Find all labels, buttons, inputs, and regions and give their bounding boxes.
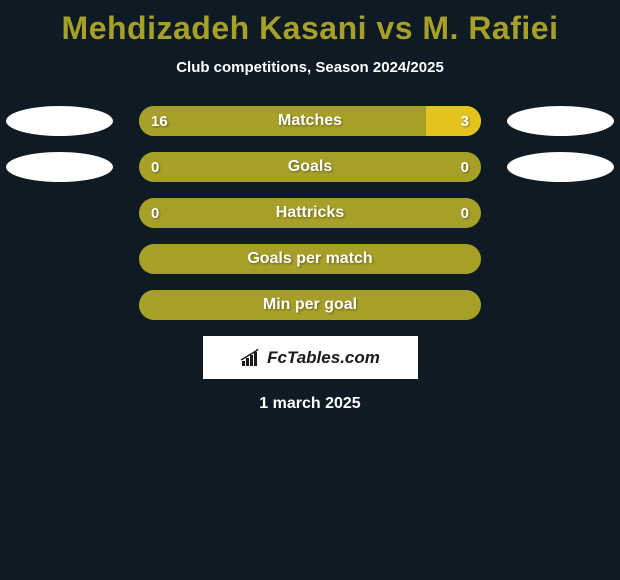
stat-label: Min per goal xyxy=(139,296,481,314)
vs-text: vs xyxy=(376,10,413,46)
stat-row: 163Matches xyxy=(0,106,620,136)
player1-name: Mehdizadeh Kasani xyxy=(62,10,367,46)
stat-bar: Min per goal xyxy=(139,290,481,320)
date-text: 1 march 2025 xyxy=(0,395,620,413)
bar-chart-icon xyxy=(240,349,262,367)
subtitle: Club competitions, Season 2024/2025 xyxy=(0,59,620,76)
page-title: Mehdizadeh Kasani vs M. Rafiei xyxy=(0,0,620,47)
oval-right xyxy=(507,152,614,182)
stat-bar: 163Matches xyxy=(139,106,481,136)
stat-label: Hattricks xyxy=(139,204,481,222)
stat-row: Min per goal xyxy=(0,290,620,320)
stat-row: 00Goals xyxy=(0,152,620,182)
stat-bar: Goals per match xyxy=(139,244,481,274)
stat-bar: 00Hattricks xyxy=(139,198,481,228)
oval-left xyxy=(6,106,113,136)
stat-label: Goals per match xyxy=(139,250,481,268)
stat-row: 00Hattricks xyxy=(0,198,620,228)
stat-label: Goals xyxy=(139,158,481,176)
comparison-chart: Mehdizadeh Kasani vs M. Rafiei Club comp… xyxy=(0,0,620,580)
stat-row: Goals per match xyxy=(0,244,620,274)
logo-text: FcTables.com xyxy=(267,348,380,368)
oval-left xyxy=(6,152,113,182)
stat-bar: 00Goals xyxy=(139,152,481,182)
player2-name: M. Rafiei xyxy=(422,10,558,46)
stat-label: Matches xyxy=(139,112,481,130)
oval-right xyxy=(507,106,614,136)
logo-box: FcTables.com xyxy=(203,336,418,379)
chart-area: 163Matches 00Goals 00Hattricks Goals per ma… xyxy=(0,106,620,320)
